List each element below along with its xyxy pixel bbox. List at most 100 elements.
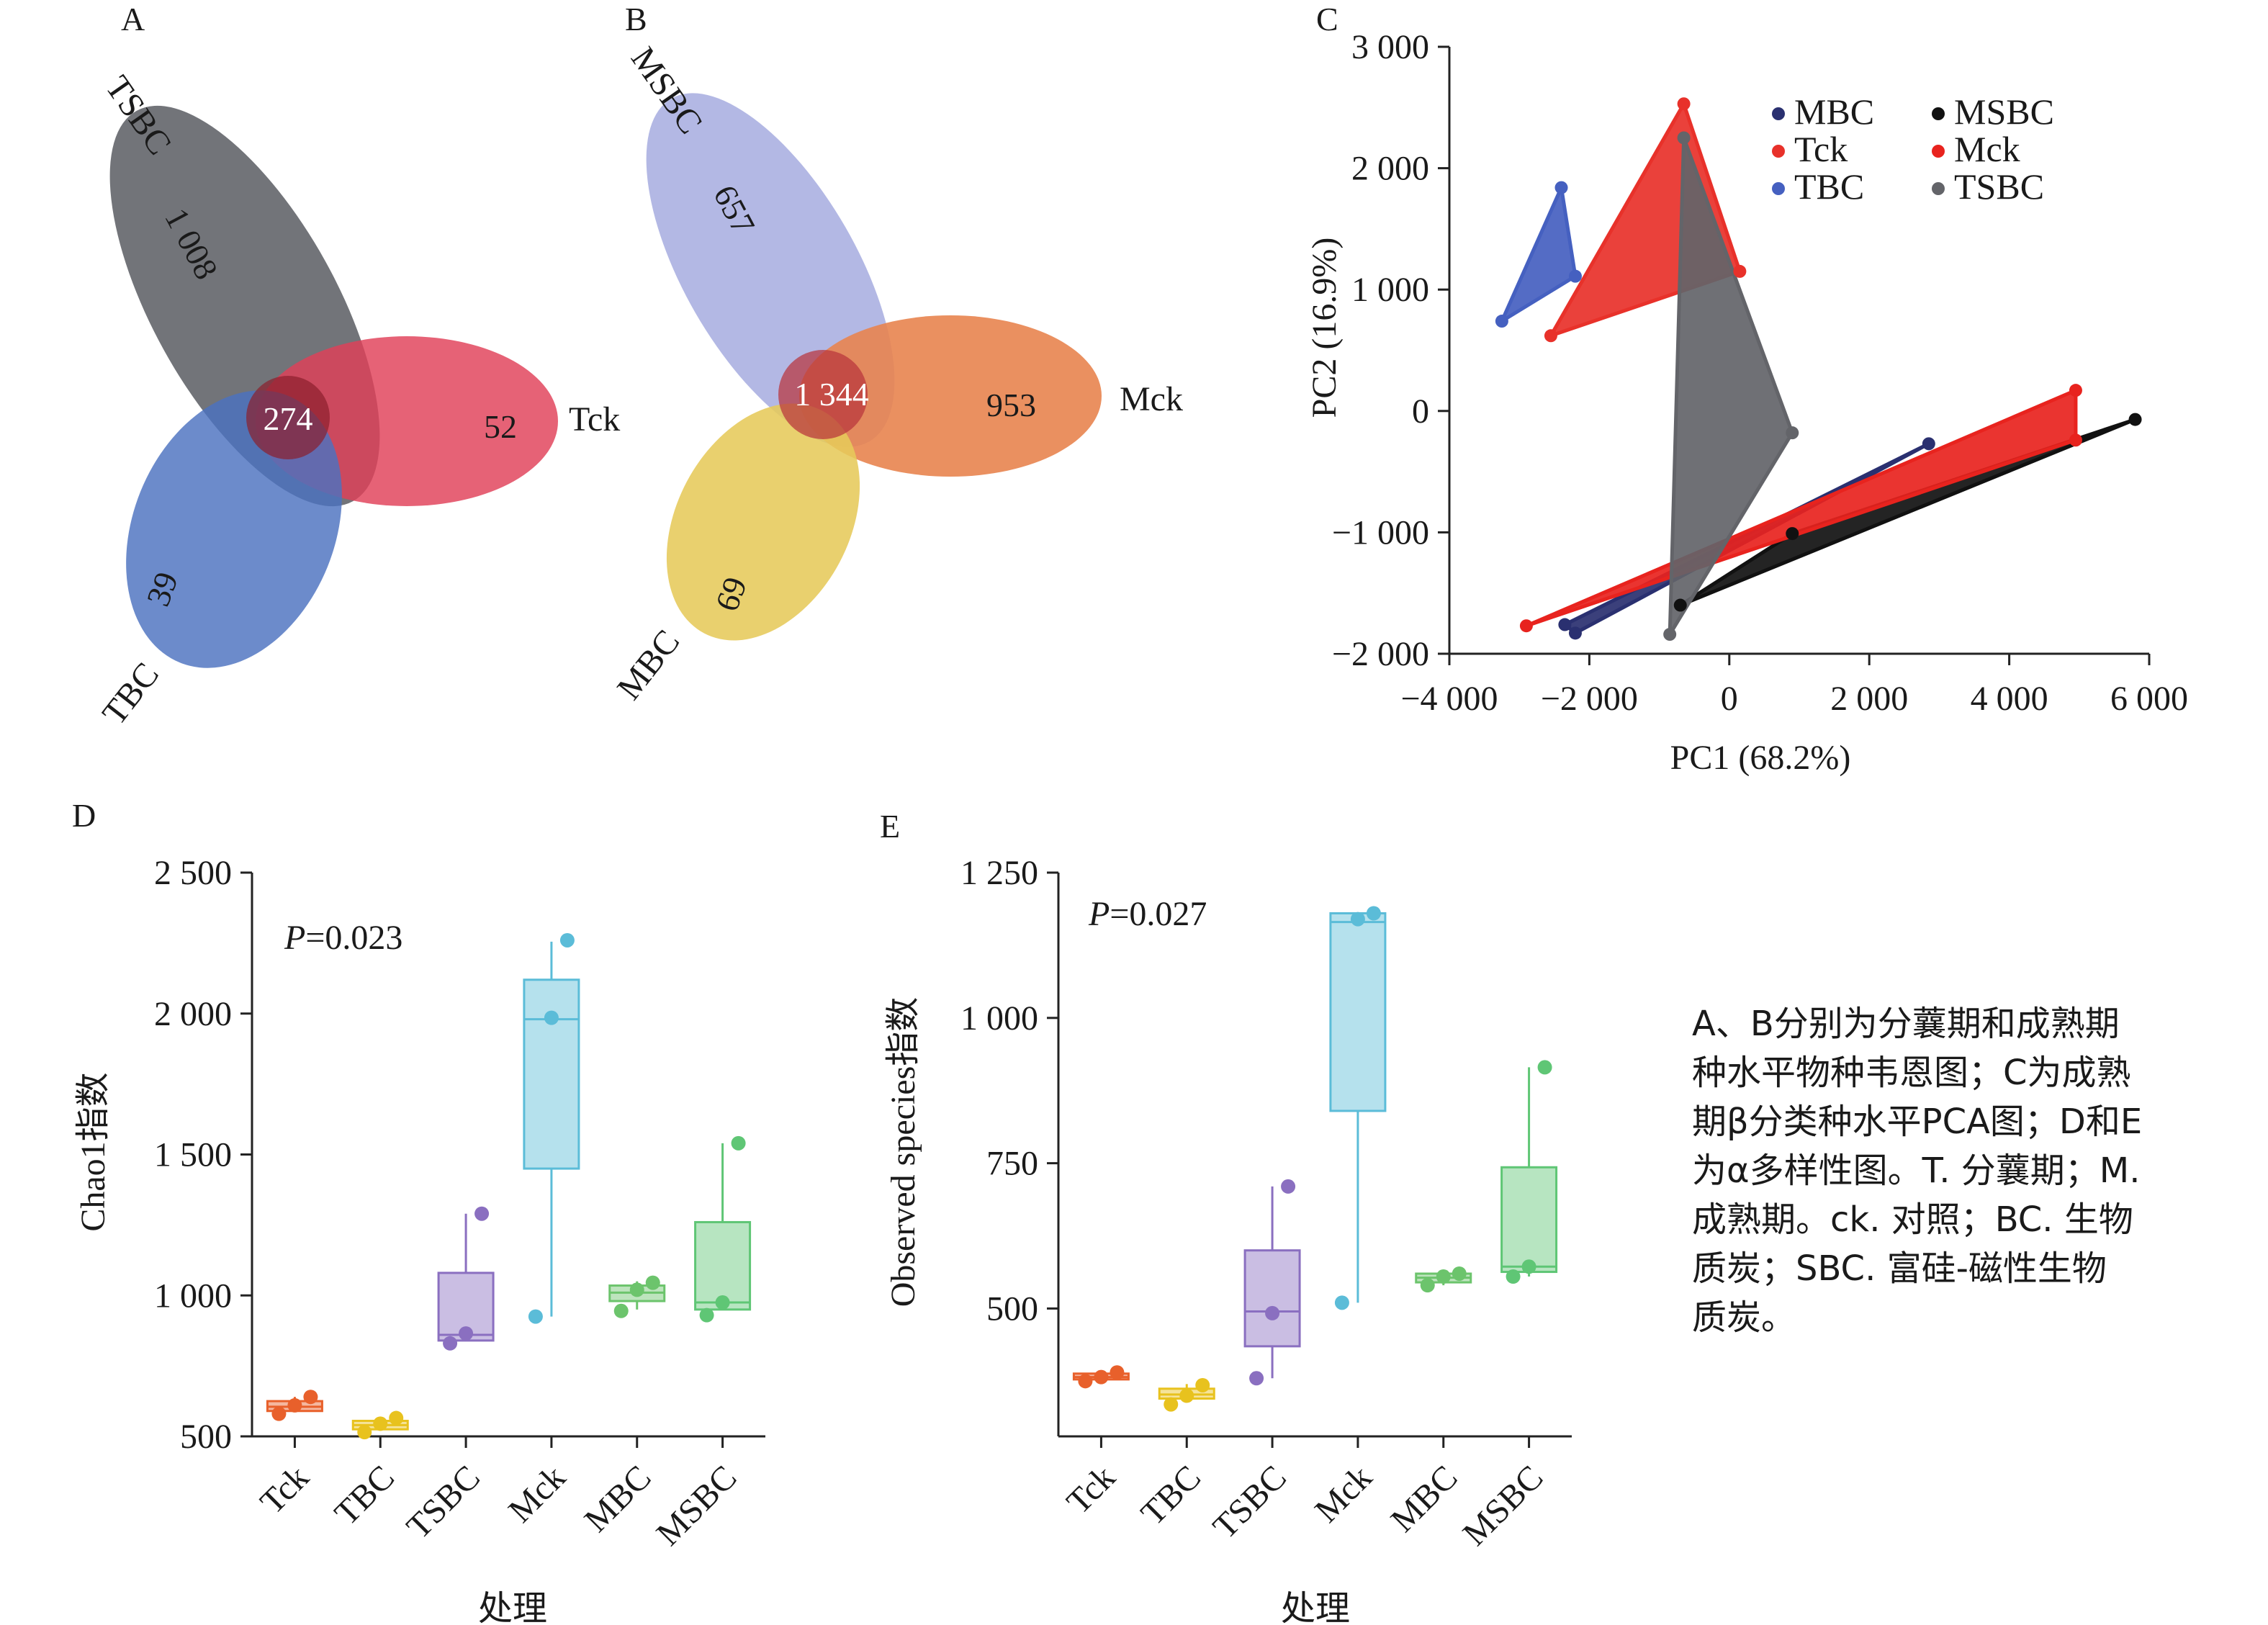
- chao1-x-tick-label-mck: Mck: [501, 1458, 573, 1530]
- chao1-box-mck: [523, 978, 580, 1170]
- pca-y-axis-title: PC2 (16.9%): [1305, 238, 1344, 418]
- legend-marker-tck: [1772, 145, 1785, 158]
- chao1-y-tick-label: 1 500: [154, 1136, 232, 1174]
- observed-species-point-tbc: [1164, 1397, 1179, 1412]
- pca-x-tick-label: −4 000: [1400, 680, 1498, 718]
- observed-species-y-tick-label: 1 000: [960, 999, 1038, 1037]
- observed-species-point-tsbc: [1281, 1179, 1296, 1194]
- observed-species-point-tck: [1078, 1374, 1093, 1389]
- venn-b-core-circle: [778, 350, 868, 439]
- observed-species-y-tick-label: 750: [986, 1145, 1038, 1183]
- observed-species-y-axis-title: Observed species指数: [884, 997, 922, 1307]
- chao1-x-tick-label-tbc: TBC: [328, 1458, 402, 1532]
- venn-a-set-label-tck: Tck: [569, 400, 620, 438]
- observed-species-point-msbc: [1537, 1060, 1552, 1075]
- chao1-point-tbc: [389, 1410, 404, 1426]
- pca-hull-tbc: [1500, 186, 1578, 323]
- chao1-x-tick-label-msbc: MSBC: [649, 1458, 744, 1553]
- pca-point-tck: [1544, 329, 1557, 343]
- legend-label-msbc: MSBC: [1954, 91, 2054, 132]
- chao1-point-mck: [528, 1309, 543, 1324]
- pca-points: [1495, 97, 2142, 642]
- chao1-point-tsbc: [459, 1326, 474, 1341]
- pca-point-tck: [1733, 264, 1747, 278]
- pca-x-tick-label: 6 000: [2110, 680, 2188, 718]
- figure-caption: A、B分别为分蘘期和成熟期 种水平物种韦恩图；C为成熟 期β分类种水平PCA图；…: [1692, 999, 2210, 1342]
- chao1-point-mbc: [645, 1275, 660, 1290]
- panel-label-d: D: [72, 797, 96, 834]
- chao1-point-tsbc: [443, 1336, 458, 1351]
- observed-species-point-mck: [1350, 911, 1365, 927]
- chao1-y-tick-label: 2 000: [154, 995, 232, 1033]
- chao1-point-tbc: [357, 1425, 372, 1440]
- pca-y-tick-label: 0: [1412, 392, 1429, 431]
- chao1-y-tick-label: 2 500: [154, 854, 232, 892]
- observed-species-p-value: P=0.027: [1088, 895, 1207, 933]
- legend-label-tck: Tck: [1794, 129, 1848, 169]
- panel-label-a: A: [121, 1, 145, 37]
- caption-line: 质炭；SBC. 富硅-磁性生物: [1692, 1248, 2107, 1289]
- panel-label-b: B: [625, 1, 647, 37]
- caption-line: 种水平物种韦恩图；C为成熟: [1692, 1053, 2131, 1093]
- chao1-x-axis-title: 处理: [478, 1590, 547, 1625]
- legend-label-mck: Mck: [1954, 129, 2020, 169]
- pca-point-tsbc: [1677, 131, 1691, 145]
- pca-y-tick-label: −2 000: [1332, 635, 1429, 673]
- chao1-point-mck: [559, 932, 575, 947]
- observed-species-point-msbc: [1521, 1259, 1536, 1274]
- observed-species-x-tick-label-tck: Tck: [1059, 1458, 1122, 1521]
- pca-y-tick-label: −1 000: [1332, 513, 1429, 552]
- observed-species-point-tsbc: [1265, 1305, 1280, 1320]
- chao1-point-mbc: [629, 1282, 644, 1297]
- legend-label-tbc: TBC: [1794, 166, 1864, 207]
- observed-species-y-tick-label: 500: [986, 1289, 1038, 1328]
- pca-hulls: [1500, 102, 2138, 636]
- caption-line: 为α多样性图。T. 分蘘期；M.: [1692, 1151, 2141, 1191]
- chao1-y-tick-label: 1 000: [154, 1277, 232, 1315]
- venn-b-mck-ellipse: [799, 315, 1102, 477]
- venn-a-core-circle: [246, 376, 330, 459]
- observed-species-point-tck: [1094, 1369, 1109, 1385]
- pca-y-tick-label: 3 000: [1351, 28, 1429, 66]
- legend-label-tsbc: TSBC: [1954, 166, 2044, 207]
- chao1-point-mbc: [613, 1303, 629, 1318]
- chao1-p-value: P=0.023: [284, 919, 402, 957]
- observed-species-x-tick-label-mck: Mck: [1308, 1458, 1380, 1530]
- observed-species-point-mck: [1334, 1295, 1349, 1310]
- chao1-point-tsbc: [474, 1206, 490, 1221]
- pca-y-tick-label: 1 000: [1351, 271, 1429, 309]
- caption-line: 质炭。: [1692, 1297, 1796, 1338]
- pca-point-msbc: [1786, 527, 1799, 541]
- legend-marker-mck: [1932, 145, 1945, 158]
- pca-point-tsbc: [1663, 628, 1677, 642]
- venn-b-mbc-ellipse: [666, 403, 860, 641]
- chao1-y-axis-title: Chao1指数: [74, 1072, 112, 1231]
- venn-a-tbc-ellipse: [126, 390, 342, 668]
- chao1-point-tck: [303, 1390, 318, 1405]
- panel-a-venn: A TSBC Tck TBC 1 008 52 39 274: [95, 1, 620, 732]
- observed-species-point-mck: [1366, 906, 1381, 921]
- observed-species-point-msbc: [1506, 1269, 1521, 1284]
- pca-x-tick-label: −2 000: [1541, 680, 1638, 718]
- pca-point-mbc: [1568, 626, 1582, 640]
- pca-x-axis-title: PC1 (68.2%): [1670, 739, 1851, 777]
- pca-point-mck: [1519, 619, 1533, 633]
- observed-species-x-tick-label-msbc: MSBC: [1456, 1458, 1551, 1553]
- observed-species-box-msbc: [1500, 1166, 1558, 1274]
- pca-point-msbc: [1673, 598, 1687, 612]
- venn-b-count-shared: 1 344: [794, 376, 869, 413]
- chao1-point-msbc: [699, 1307, 714, 1323]
- observed-species-x-axis-title: 处理: [1281, 1590, 1350, 1625]
- pca-hull-tsbc: [1668, 135, 1794, 636]
- chao1-x-tick-label-tck: Tck: [253, 1458, 316, 1521]
- pca-point-tbc: [1554, 181, 1568, 194]
- pca-legend: MBC MSBC Tck Mck TBC TSBC: [1772, 91, 2054, 207]
- pca-x-tick-label: 0: [1721, 680, 1738, 718]
- pca-point-tbc: [1495, 315, 1508, 328]
- observed-species-y-tick-label: 1 250: [960, 854, 1038, 892]
- observed-species-box-mck: [1329, 912, 1387, 1112]
